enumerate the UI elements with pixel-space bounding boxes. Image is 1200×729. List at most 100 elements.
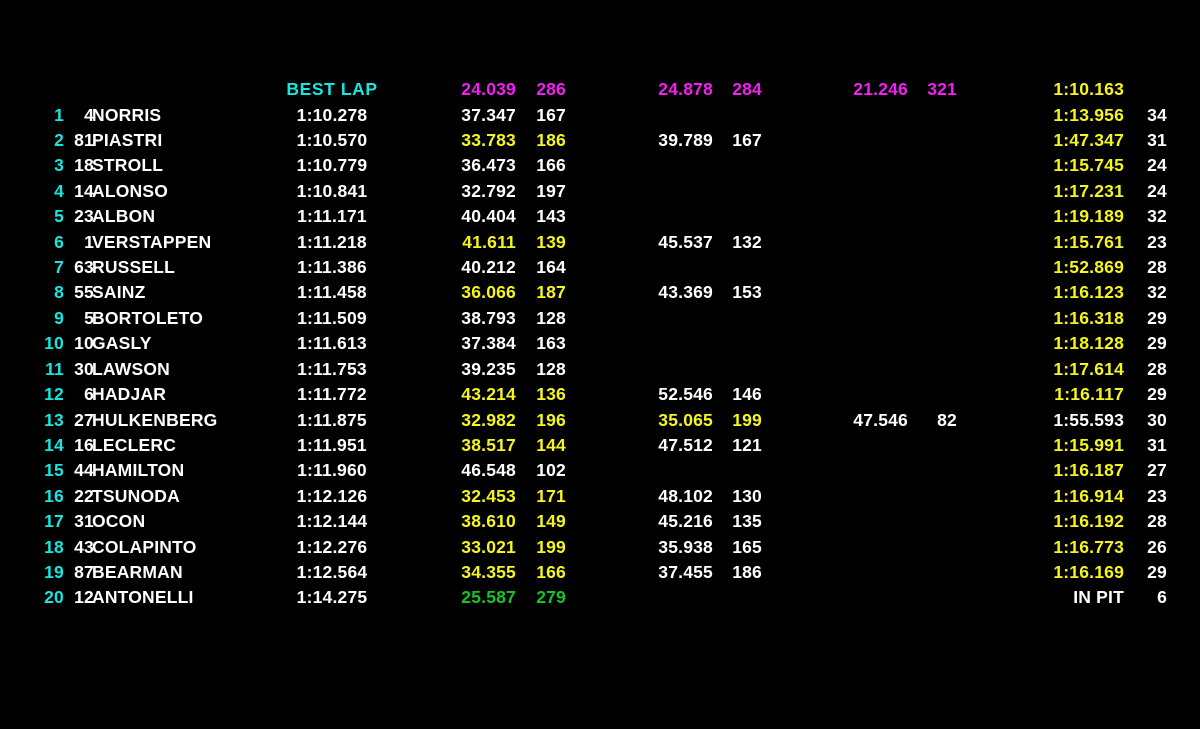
name: TSUNODA — [92, 485, 180, 506]
s1_time: 43.214 — [461, 384, 516, 405]
s1_time: 39.235 — [461, 358, 516, 379]
s1_speed: 166 — [536, 155, 566, 176]
timing-row[interactable]: 4 14 ALONSO 1:10.841 32.792 197 1:17.231 24 — [0, 179, 1200, 204]
best_lap: 1:11.951 — [297, 434, 367, 455]
name: LECLERC — [92, 434, 177, 455]
position: 12 — [44, 384, 64, 405]
name: SAINZ — [92, 282, 146, 303]
header-sector1-time: 24.039 — [461, 79, 516, 99]
name: LAWSON — [92, 358, 171, 379]
best_lap: 1:10.278 — [296, 104, 368, 125]
laps: 28 — [1147, 257, 1167, 278]
last_lap: 1:15.745 — [1053, 155, 1124, 176]
timing-row[interactable]: 3 18 STROLL 1:10.779 36.473 166 1:15.745 24 — [0, 153, 1200, 178]
timing-row[interactable]: 13 27 HULKENBERG 1:11.875 32.982 196 35.065 199… — [0, 408, 1200, 433]
s1_time: 37.384 — [461, 333, 516, 354]
s2_speed: 130 — [732, 485, 762, 506]
s2_time: 47.512 — [658, 434, 713, 455]
last_lap: 1:55.593 — [1053, 409, 1124, 430]
name: RUSSELL — [92, 257, 176, 278]
s1_speed: 139 — [536, 231, 566, 252]
best_lap: 1:14.275 — [296, 587, 368, 608]
best_lap: 1:11.218 — [297, 231, 367, 252]
timing-row[interactable]: 1 4 NORRIS 1:10.278 37.347 167 1:13.956 34 — [0, 103, 1200, 128]
best_lap: 1:11.386 — [297, 257, 367, 278]
timing-row[interactable]: 14 16 LECLERC 1:11.951 38.517 144 47.512 121 1:1… — [0, 433, 1200, 458]
s2_time: 45.537 — [658, 231, 713, 252]
position: 18 — [44, 536, 64, 557]
s1_speed: 197 — [536, 180, 566, 201]
s1_speed: 279 — [536, 587, 566, 608]
s1_time: 40.212 — [461, 257, 516, 278]
header-sector1-speed: 286 — [536, 79, 566, 99]
name: HAMILTON — [92, 460, 185, 481]
last_lap: 1:16.117 — [1054, 384, 1124, 405]
s1_speed: 144 — [536, 434, 566, 455]
laps: 29 — [1147, 333, 1167, 354]
s2_time: 48.102 — [658, 485, 713, 506]
s2_time: 45.216 — [658, 511, 713, 532]
timing-row[interactable]: 16 22 TSUNODA 1:12.126 32.453 171 48.102 130 1:1… — [0, 484, 1200, 509]
last_lap: 1:16.123 — [1053, 282, 1124, 303]
position: 8 — [54, 282, 64, 303]
name: BEARMAN — [92, 562, 183, 583]
position: 7 — [54, 257, 64, 278]
name: ANTONELLI — [92, 587, 194, 608]
laps: 24 — [1147, 155, 1167, 176]
car: 27 — [74, 409, 94, 430]
timing-row[interactable]: 19 87 BEARMAN 1:12.564 34.355 166 37.455 186 1:1… — [0, 560, 1200, 585]
best_lap: 1:10.779 — [296, 155, 368, 176]
car: 23 — [74, 206, 94, 227]
timing-row[interactable]: 11 30 LAWSON 1:11.753 39.235 128 1:17.614 28 — [0, 357, 1200, 382]
timing-row[interactable]: 20 12 ANTONELLI 1:14.275 25.587 279 IN PIT 6 — [0, 585, 1200, 610]
timing-row[interactable]: 17 31 OCON 1:12.144 38.610 149 45.216 135 1:16.1… — [0, 509, 1200, 534]
laps: 32 — [1147, 206, 1167, 227]
timing-row[interactable]: 9 5 BORTOLETO 1:11.509 38.793 128 1:16.318 29 — [0, 306, 1200, 331]
name: ALBON — [92, 206, 156, 227]
best_lap: 1:11.458 — [297, 282, 367, 303]
timing-row[interactable]: 12 6 HADJAR 1:11.772 43.214 136 52.546 146 1:16.… — [0, 382, 1200, 407]
position: 20 — [44, 587, 64, 608]
header-sector3-speed: 321 — [927, 79, 957, 99]
car: 5 — [84, 307, 94, 328]
s2_time: 52.546 — [658, 384, 713, 405]
name: ALONSO — [92, 180, 169, 201]
s2_speed: 153 — [732, 282, 762, 303]
timing-row[interactable]: 6 1 VERSTAPPEN 1:11.218 41.611 139 45.537 132 1:… — [0, 230, 1200, 255]
position: 3 — [54, 155, 64, 176]
timing-row[interactable]: 8 55 SAINZ 1:11.458 36.066 187 43.369 153 1:16.1… — [0, 280, 1200, 305]
laps: 29 — [1147, 307, 1167, 328]
timing-row[interactable]: 18 43 COLAPINTO 1:12.276 33.021 199 35.938 165 1… — [0, 535, 1200, 560]
timing-row[interactable]: 10 10 GASLY 1:11.613 37.384 163 1:18.128 29 — [0, 331, 1200, 356]
s1_time: 32.982 — [461, 409, 516, 430]
name: BORTOLETO — [92, 307, 204, 328]
position: 4 — [54, 180, 64, 201]
last_lap: 1:16.169 — [1053, 562, 1124, 583]
car: 1 — [84, 231, 94, 252]
timing-row[interactable]: 2 81 PIASTRI 1:10.570 33.783 186 39.789 167 1:47… — [0, 128, 1200, 153]
s2_time: 37.455 — [658, 562, 713, 583]
last_lap: IN PIT — [1073, 587, 1124, 608]
best_lap: 1:12.276 — [296, 536, 368, 557]
last_lap: 1:52.869 — [1053, 257, 1124, 278]
position: 15 — [44, 460, 64, 481]
s2_speed: 186 — [732, 562, 762, 583]
last_lap: 1:15.761 — [1053, 231, 1124, 252]
laps: 29 — [1147, 562, 1167, 583]
s3_speed: 82 — [937, 409, 957, 430]
s1_speed: 128 — [536, 358, 566, 379]
position: 14 — [44, 434, 64, 455]
timing-row[interactable]: 5 23 ALBON 1:11.171 40.404 143 1:19.189 32 — [0, 204, 1200, 229]
s1_time: 36.473 — [461, 155, 516, 176]
timing-row[interactable]: 7 63 RUSSELL 1:11.386 40.212 164 1:52.869 28 — [0, 255, 1200, 280]
best_lap: 1:11.875 — [297, 409, 367, 430]
laps: 32 — [1147, 282, 1167, 303]
s2_speed: 146 — [732, 384, 762, 405]
s1_speed: 149 — [536, 511, 566, 532]
s1_speed: 166 — [536, 562, 566, 583]
timing-row[interactable]: 15 44 HAMILTON 1:11.960 46.548 102 1:16.187 27 — [0, 458, 1200, 483]
s1_speed: 199 — [536, 536, 566, 557]
s1_time: 32.792 — [461, 180, 516, 201]
last_lap: 1:17.231 — [1053, 180, 1124, 201]
best_lap: 1:12.144 — [296, 511, 368, 532]
